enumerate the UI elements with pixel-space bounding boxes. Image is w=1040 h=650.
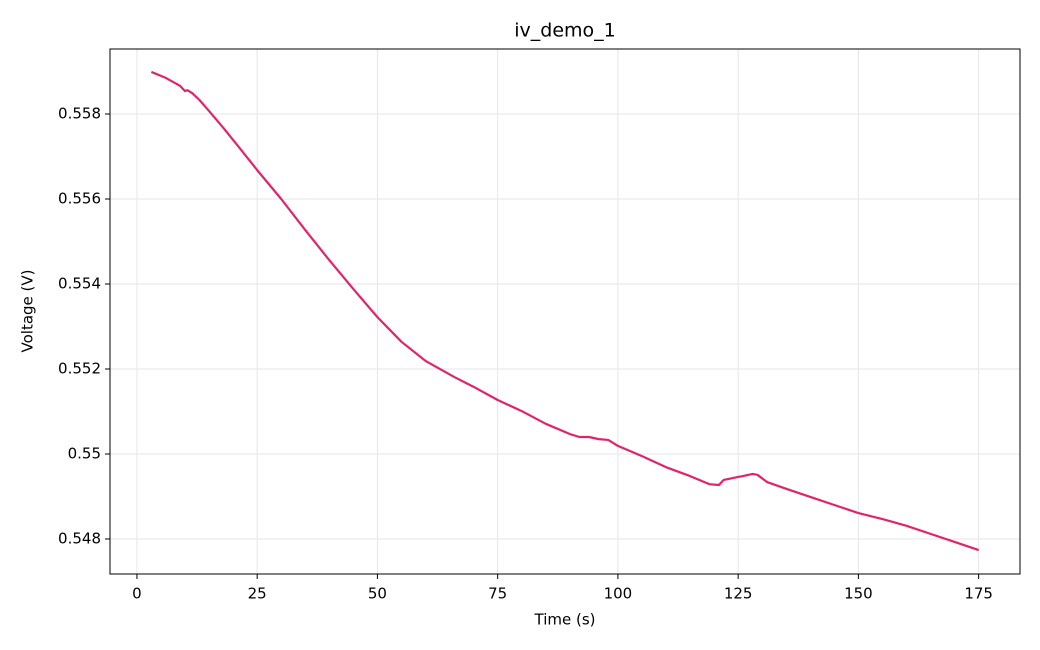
- data-line: [150, 70, 979, 552]
- y-tick-label: 0.558: [58, 105, 101, 123]
- plot-frame: [109, 48, 1021, 575]
- x-tick-label: 25: [248, 585, 267, 603]
- x-tick-label: 75: [488, 585, 507, 603]
- y-axis-label: Voltage (V): [19, 270, 37, 353]
- x-tick-label: 50: [368, 585, 387, 603]
- y-tick-label: 0.552: [58, 359, 101, 377]
- x-tick-label: 0: [132, 585, 142, 603]
- x-axis-label: Time (s): [534, 611, 596, 629]
- chart-title: iv_demo_1: [514, 20, 616, 42]
- x-tick-label: 100: [604, 585, 633, 603]
- y-tick-label: 0.548: [58, 529, 101, 547]
- x-tick-label: 125: [724, 585, 753, 603]
- y-tick-label: 0.556: [58, 190, 101, 208]
- y-tick-label: 0.55: [68, 444, 101, 462]
- x-tick-label: 175: [964, 585, 993, 603]
- x-tick-label: 150: [844, 585, 873, 603]
- y-tick-label: 0.554: [58, 275, 101, 293]
